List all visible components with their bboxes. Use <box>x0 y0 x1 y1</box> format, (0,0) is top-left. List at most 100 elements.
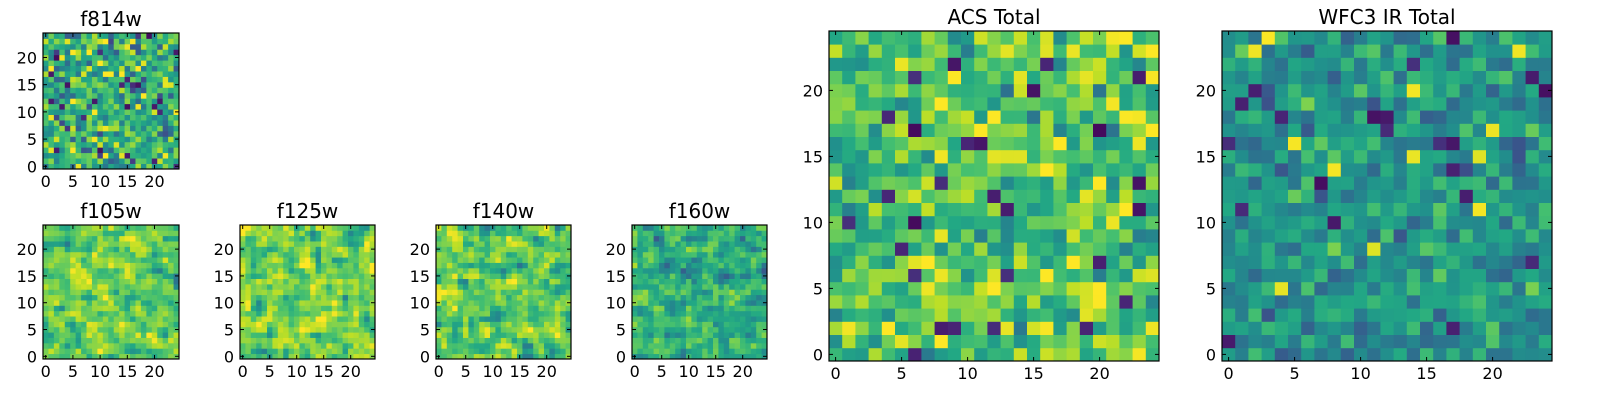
heatmap-cell <box>527 348 534 355</box>
heatmap-cell <box>81 225 87 231</box>
heatmap-cell <box>267 321 273 328</box>
heatmap-cell <box>162 141 169 148</box>
heatmap-cell <box>842 149 856 164</box>
heatmap-cell <box>294 267 300 274</box>
heatmap-cell <box>446 273 453 279</box>
heatmap-cell <box>554 300 561 306</box>
heatmap-cell <box>288 305 295 312</box>
heatmap-cell <box>102 158 109 164</box>
heatmap-cell <box>1340 57 1355 71</box>
heatmap-cell <box>157 225 164 231</box>
heatmap-cell <box>1512 281 1526 296</box>
y-tick-label: 15 <box>606 267 626 286</box>
heatmap-cell <box>1486 70 1500 85</box>
heatmap-cell <box>315 337 322 344</box>
heatmap-cell <box>272 273 279 279</box>
heatmap-cell <box>696 230 703 237</box>
heatmap-cell <box>680 257 687 263</box>
heatmap-cell <box>48 71 55 77</box>
heatmap-cell <box>527 310 534 317</box>
heatmap-cell <box>921 44 935 58</box>
heatmap-cell <box>947 70 962 85</box>
heatmap-cell <box>364 241 370 247</box>
heatmap-cell <box>659 267 665 274</box>
heatmap-cell <box>64 147 71 154</box>
heatmap-cell <box>1274 57 1289 71</box>
heatmap-cell <box>59 257 66 263</box>
x-tick-label: 20 <box>1482 364 1502 383</box>
heatmap-cell <box>369 251 376 258</box>
heatmap-cell <box>1459 136 1474 151</box>
heatmap-cell <box>86 332 93 338</box>
heatmap-cell <box>675 267 681 274</box>
heatmap-cell <box>353 230 360 237</box>
heatmap-cell <box>256 310 262 317</box>
heatmap-cell <box>245 230 252 237</box>
heatmap-cell <box>565 342 572 349</box>
heatmap-cell <box>364 246 370 253</box>
heatmap-cell <box>1525 149 1540 164</box>
heatmap-cell <box>1027 163 1041 177</box>
heatmap-cell <box>97 267 104 274</box>
heatmap-cell <box>124 267 131 274</box>
heatmap-cell <box>696 267 703 274</box>
heatmap-cell <box>43 114 49 121</box>
heatmap-cell <box>1354 229 1368 243</box>
heatmap-cell <box>97 251 104 258</box>
heatmap-cell <box>162 152 169 159</box>
heatmap-cell <box>495 294 502 301</box>
heatmap-cell <box>855 176 869 190</box>
heatmap-cell <box>261 353 268 360</box>
heatmap-cell <box>961 334 975 349</box>
heatmap-cell <box>1525 321 1540 335</box>
heatmap-cell <box>59 305 66 312</box>
heatmap-cell <box>315 294 322 301</box>
heatmap-cell <box>648 246 654 253</box>
heatmap-cell <box>479 246 485 253</box>
heatmap-cell <box>81 294 87 301</box>
heatmap-cell <box>277 310 284 317</box>
heatmap-cell <box>1053 97 1067 111</box>
heatmap-cell <box>533 342 539 349</box>
heatmap-cell <box>64 54 71 61</box>
heatmap-cell <box>135 76 142 83</box>
heatmap-cell <box>43 49 49 56</box>
heatmap-cell <box>1393 189 1408 203</box>
heatmap-cell <box>261 337 268 344</box>
heatmap-cell <box>64 294 71 301</box>
heatmap-cell <box>855 163 869 177</box>
heatmap-cell <box>675 283 681 290</box>
heatmap-cell <box>1235 110 1249 124</box>
heatmap-cell <box>353 321 360 328</box>
heatmap-cell <box>119 267 125 274</box>
heatmap-cell <box>702 316 708 322</box>
heatmap-cell <box>59 60 66 67</box>
heatmap-cell <box>473 257 480 263</box>
heatmap-cell <box>168 141 174 148</box>
heatmap-cell <box>91 152 98 159</box>
heatmap-cell <box>113 109 120 115</box>
heatmap-cell <box>1354 176 1368 190</box>
heatmap-cell <box>1093 281 1107 296</box>
heatmap-cell <box>267 294 273 301</box>
heatmap-cell <box>490 278 496 285</box>
heatmap-cell <box>1235 202 1249 217</box>
heatmap-cell <box>1274 242 1289 256</box>
heatmap-cell <box>1459 31 1474 45</box>
heatmap-cell <box>1406 334 1421 349</box>
heatmap-cell <box>151 326 158 333</box>
heatmap-cell <box>1222 229 1236 243</box>
heatmap-cell <box>288 235 295 242</box>
heatmap-cell <box>533 353 539 360</box>
heatmap-cell <box>1472 189 1487 203</box>
y-tick-label: 15 <box>1196 147 1216 166</box>
heatmap-cell <box>48 241 55 247</box>
heatmap-cell <box>1145 97 1160 111</box>
heatmap-cell <box>146 273 153 279</box>
heatmap-cell <box>135 49 142 56</box>
heatmap-cell <box>987 202 1001 217</box>
heatmap-cell <box>544 326 550 333</box>
heatmap-cell <box>1406 176 1421 190</box>
heatmap-cell <box>358 342 365 349</box>
heatmap-cell <box>713 321 719 328</box>
